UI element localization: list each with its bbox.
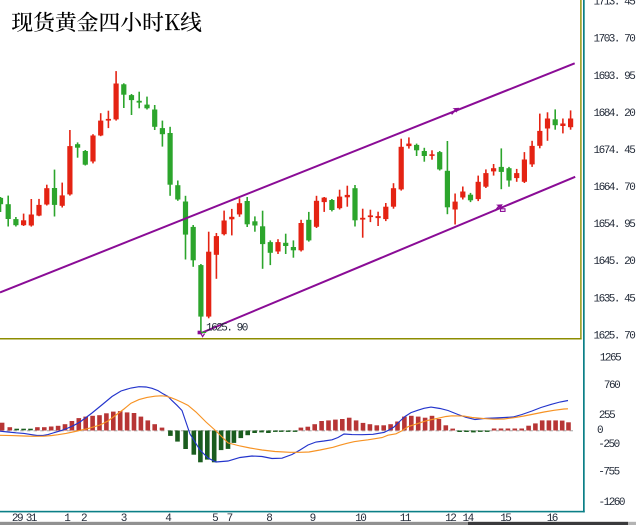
svg-text:11: 11 xyxy=(400,513,412,525)
svg-text:31: 31 xyxy=(26,513,38,525)
svg-text:2: 2 xyxy=(81,513,87,525)
svg-text:5: 5 xyxy=(212,513,218,525)
svg-text:1: 1 xyxy=(64,513,71,525)
svg-text:1625. 70: 1625. 70 xyxy=(594,330,636,342)
svg-text:1713. 45: 1713. 45 xyxy=(594,0,636,9)
svg-text:14: 14 xyxy=(463,513,475,525)
svg-text:1703. 70: 1703. 70 xyxy=(594,34,636,46)
svg-text:1265: 1265 xyxy=(600,352,621,364)
svg-text:0: 0 xyxy=(597,425,603,437)
svg-text:1684. 20: 1684. 20 xyxy=(594,108,636,120)
svg-text:16: 16 xyxy=(547,513,558,525)
svg-text:7: 7 xyxy=(227,513,233,525)
svg-text:4: 4 xyxy=(165,513,172,525)
svg-text:1635. 45: 1635. 45 xyxy=(594,293,636,305)
svg-text:10: 10 xyxy=(355,513,366,525)
svg-text:1645. 20: 1645. 20 xyxy=(594,256,636,268)
svg-text:-1260: -1260 xyxy=(599,497,625,509)
svg-text:1625. 90: 1625. 90 xyxy=(206,323,248,335)
svg-text:-250: -250 xyxy=(598,439,619,451)
svg-text:1664. 70: 1664. 70 xyxy=(594,182,636,194)
svg-text:760: 760 xyxy=(604,380,620,392)
svg-text:3: 3 xyxy=(121,513,127,525)
svg-text:29: 29 xyxy=(12,513,23,525)
svg-text:8: 8 xyxy=(266,513,272,525)
svg-text:12: 12 xyxy=(445,513,456,525)
svg-text:1654. 95: 1654. 95 xyxy=(594,219,636,231)
svg-text:15: 15 xyxy=(500,513,511,525)
svg-text:255: 255 xyxy=(599,410,615,422)
svg-text:-755: -755 xyxy=(598,466,619,478)
svg-text:1693. 95: 1693. 95 xyxy=(594,71,636,83)
svg-text:9: 9 xyxy=(310,513,316,525)
svg-text:1674. 45: 1674. 45 xyxy=(594,145,636,157)
